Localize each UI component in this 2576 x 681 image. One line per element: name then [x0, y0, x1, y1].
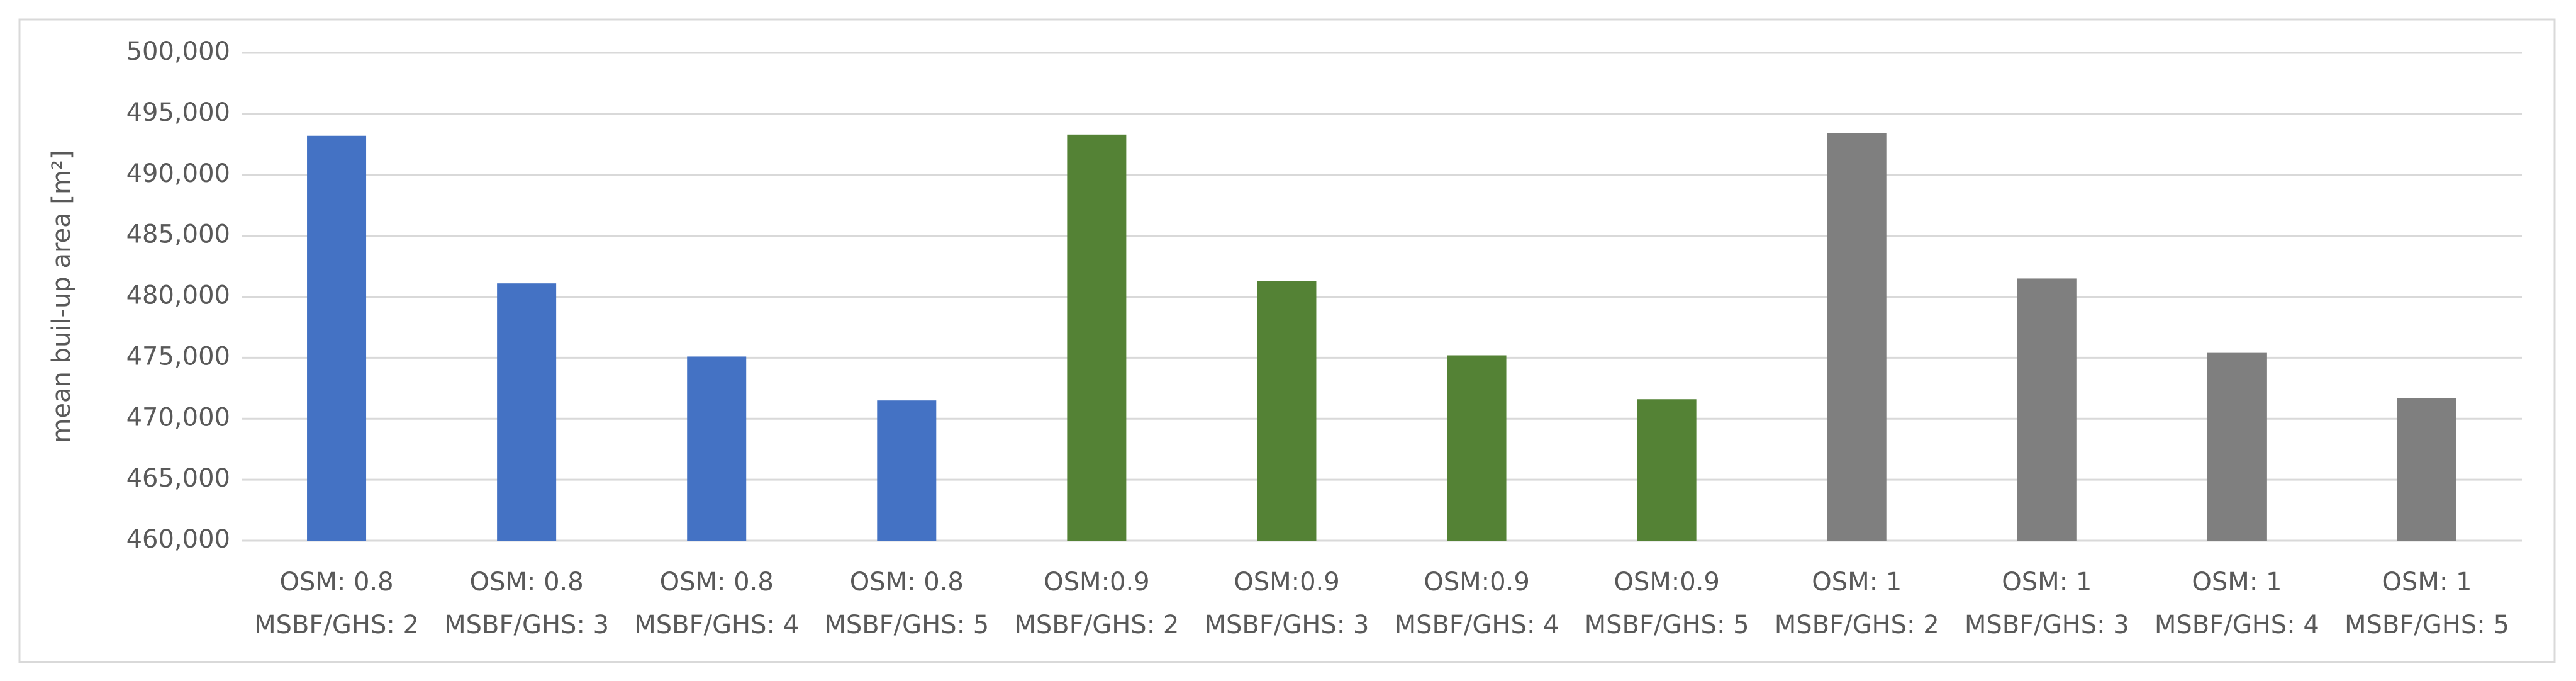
bar: [2017, 278, 2077, 541]
y-tick-label: 470,000: [126, 403, 230, 432]
y-tick-label: 475,000: [126, 342, 230, 371]
bar: [2207, 352, 2267, 541]
bar: [1637, 399, 1697, 541]
bar: [1257, 281, 1317, 541]
y-tick-label: 490,000: [126, 159, 230, 188]
bar: [1447, 355, 1507, 541]
x-tick-label: OSM: 1: [2002, 568, 2092, 597]
y-tick-label: 485,000: [126, 220, 230, 249]
x-tick-label: OSM: 0.8: [470, 568, 584, 597]
y-tick-label: 460,000: [126, 525, 230, 554]
bar: [877, 400, 937, 541]
bar: [497, 283, 557, 541]
bar: [1827, 133, 1887, 541]
x-tick-label: MSBF/GHS: 3: [1204, 611, 1369, 639]
x-tick-label: MSBF/GHS: 2: [1775, 611, 1939, 639]
x-tick-label: MSBF/GHS: 3: [1965, 611, 2129, 639]
x-tick-label: MSBF/GHS: 5: [824, 611, 989, 639]
x-tick-label: OSM: 0.8: [660, 568, 774, 597]
y-tick-label: 495,000: [126, 98, 230, 127]
x-tick-label: MSBF/GHS: 5: [1585, 611, 1749, 639]
x-tick-label: MSBF/GHS: 4: [1395, 611, 1559, 639]
bar: [307, 135, 367, 541]
x-tick-label: MSBF/GHS: 5: [2345, 611, 2509, 639]
bar: [1067, 134, 1127, 541]
x-tick-label: MSBF/GHS: 2: [1014, 611, 1179, 639]
x-tick-label: MSBF/GHS: 4: [634, 611, 799, 639]
bar: [687, 356, 747, 541]
x-tick-label: OSM: 1: [2192, 568, 2282, 597]
y-tick-label: 465,000: [126, 464, 230, 493]
x-tick-label: OSM:0.9: [1234, 568, 1339, 597]
x-tick-label: OSM: 0.8: [279, 568, 393, 597]
x-tick-label: OSM: 1: [1812, 568, 1902, 597]
x-tick-label: MSBF/GHS: 4: [2155, 611, 2319, 639]
x-tick-label: OSM:0.9: [1424, 568, 1529, 597]
y-tick-label: 500,000: [126, 37, 230, 66]
x-tick-label: MSBF/GHS: 3: [444, 611, 609, 639]
bar: [2397, 398, 2456, 541]
x-tick-label: OSM: 1: [2382, 568, 2472, 597]
x-tick-label: OSM:0.9: [1044, 568, 1149, 597]
y-tick-label: 480,000: [126, 281, 230, 310]
y-axis-label: mean buil-up area [m²]: [47, 150, 76, 442]
x-tick-label: OSM: 0.8: [850, 568, 964, 597]
x-tick-label: OSM:0.9: [1614, 568, 1719, 597]
x-tick-label: MSBF/GHS: 2: [254, 611, 419, 639]
